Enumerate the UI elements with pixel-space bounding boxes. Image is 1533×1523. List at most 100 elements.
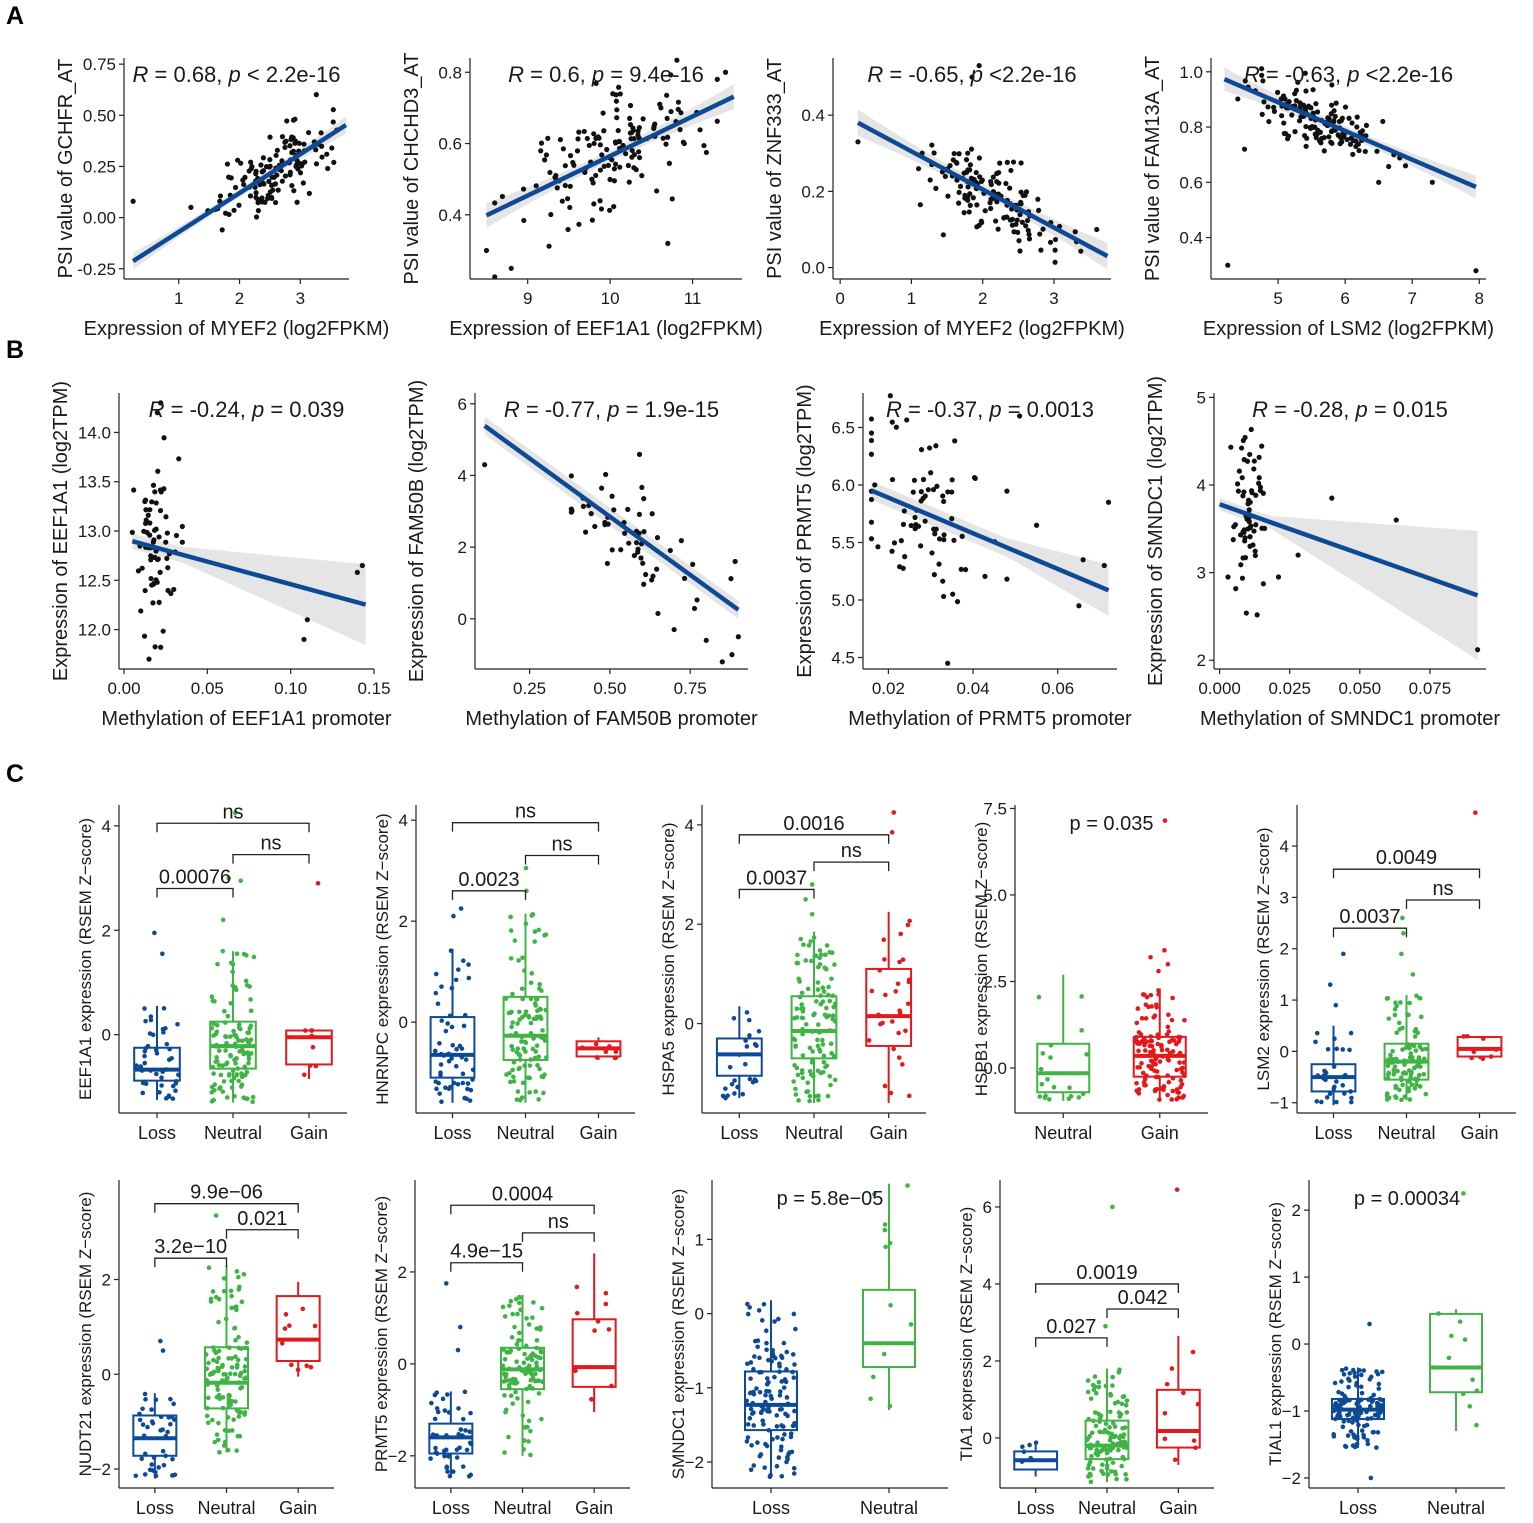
jitter-point (450, 1469, 456, 1474)
jitter-point (211, 1345, 216, 1350)
jitter-point (755, 1440, 760, 1445)
jitter-point (1116, 1447, 1121, 1453)
jitter-point (440, 1396, 446, 1402)
jitter-point (501, 1347, 506, 1352)
jitter-point (1370, 1397, 1376, 1403)
jitter-point (776, 1316, 781, 1322)
confidence-band (1219, 498, 1478, 660)
jitter-point (446, 1051, 451, 1057)
jitter-point (470, 1067, 476, 1073)
jitter-point (226, 1428, 232, 1434)
data-point (1281, 130, 1287, 137)
jitter-point (1177, 1060, 1182, 1065)
jitter-point (232, 1325, 238, 1331)
regression-line (856, 120, 1109, 259)
jitter-point (450, 1042, 456, 1048)
jitter-point (827, 949, 833, 955)
jitter-point (510, 1376, 516, 1382)
jitter-point (516, 958, 521, 963)
data-point (1094, 226, 1100, 233)
data-point (562, 163, 568, 169)
jitter-point (748, 1406, 754, 1412)
jitter-point (1417, 1044, 1423, 1050)
data-point (915, 166, 922, 172)
data-point (591, 140, 597, 147)
jitter-point (1110, 1383, 1115, 1388)
jitter-point (235, 1433, 241, 1439)
jitter-point (232, 1093, 237, 1099)
jitter-point (1174, 1067, 1180, 1073)
jitter-point (896, 1030, 901, 1036)
data-point (636, 511, 643, 517)
data-point (1036, 207, 1042, 213)
jitter-point (455, 1081, 461, 1087)
data-point (933, 443, 939, 449)
jitter-point (514, 1097, 520, 1102)
jitter-point (533, 1049, 539, 1054)
y-axis-label: HSPB1 expression (RSEM Z−score) (972, 822, 991, 1096)
jitter-point (1045, 1077, 1050, 1082)
jitter-point (510, 1311, 515, 1317)
jitter-point (1148, 992, 1154, 998)
comparison-bracket (232, 853, 310, 864)
data-point (1018, 201, 1024, 207)
jitter-point (1357, 1367, 1362, 1373)
jitter-point (1124, 1445, 1130, 1451)
y-axis-label: PRMT5 expression (RSEM Z−score) (372, 1196, 391, 1472)
jitter-point (223, 1372, 228, 1377)
jitter-point (439, 1018, 445, 1023)
data-point (603, 471, 609, 478)
data-point (1326, 115, 1332, 121)
data-point (1228, 444, 1234, 450)
jitter-point (1465, 1033, 1470, 1039)
regression-line (1223, 77, 1477, 190)
data-point (329, 145, 335, 151)
data-point (639, 484, 645, 491)
jitter-point (226, 875, 231, 881)
jitter-point (1165, 1092, 1170, 1098)
y-tick-label: 5.0 (983, 886, 1007, 905)
comparison-bracket (738, 834, 890, 844)
jitter-point (216, 1296, 222, 1302)
jitter-point (226, 1397, 232, 1403)
jitter-point (1093, 1423, 1099, 1429)
jitter-point (1174, 1187, 1180, 1192)
jitter-point (754, 1386, 759, 1391)
jitter-point (774, 1413, 780, 1418)
jitter-point (1104, 1450, 1110, 1456)
jitter-point (1068, 1093, 1074, 1099)
comparison-bracket (1332, 927, 1408, 938)
jitter-point (882, 1083, 888, 1089)
x-tick-label: 5 (1273, 289, 1282, 308)
jitter-point (454, 1455, 460, 1460)
jitter-point (1331, 1086, 1337, 1091)
jitter-point (463, 1428, 468, 1433)
jitter-point (531, 1300, 536, 1305)
data-point (1040, 226, 1046, 232)
jitter-point (173, 1088, 178, 1094)
data-point (1296, 118, 1303, 124)
data-point (665, 134, 671, 140)
data-point (282, 173, 289, 179)
jitter-point (1091, 1387, 1097, 1393)
jitter-point (1346, 1418, 1352, 1424)
jitter-point (516, 1346, 522, 1352)
jitter-point (209, 1025, 215, 1031)
jitter-point (1167, 1039, 1172, 1045)
data-point (1474, 647, 1481, 653)
data-point (625, 506, 631, 512)
jitter-point (528, 996, 534, 1002)
y-axis-label: NUDT21 expression (RSEM Z−score) (76, 1192, 95, 1477)
jitter-point (613, 1049, 619, 1054)
regression-line (131, 538, 367, 607)
data-point (1252, 548, 1258, 554)
jitter-point (866, 1038, 872, 1043)
data-point (1260, 78, 1266, 84)
jitter-point (757, 1369, 762, 1375)
data-point (967, 202, 973, 208)
data-point (605, 521, 611, 527)
jitter-point (1350, 1415, 1356, 1421)
y-tick-label: 0.4 (1179, 229, 1203, 248)
jitter-point (1028, 1455, 1034, 1461)
jitter-point (1166, 1012, 1171, 1018)
